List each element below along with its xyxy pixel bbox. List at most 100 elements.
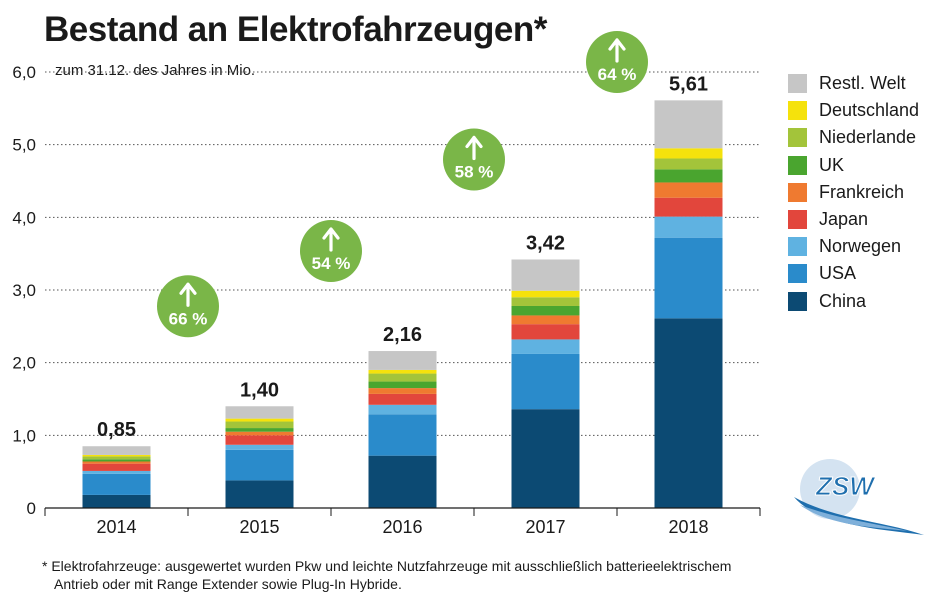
legend-label: Deutschland — [819, 100, 920, 121]
legend-label: China — [819, 290, 867, 311]
x-axis-ticks: 2014 2015 2016 2017 2018 — [96, 517, 708, 537]
x-tick-label: 2018 — [668, 517, 708, 537]
legend-item: USA — [788, 260, 919, 287]
total-label: 3,42 — [526, 232, 565, 254]
legend-item: Norwegen — [788, 233, 919, 260]
bar-segment-deutschland-2018 — [654, 148, 723, 159]
bar-segment-niederlande-2015 — [225, 421, 294, 429]
legend-swatch — [788, 237, 807, 257]
legend-label: UK — [819, 154, 845, 175]
y-tick-label: 3,0 — [12, 281, 36, 300]
growth-badge: 66 % — [157, 275, 219, 338]
legend-label: Restl. Welt — [819, 73, 906, 94]
bar-segment-deutschland-2016 — [368, 369, 437, 374]
bar-segment-restl-welt-2017 — [511, 259, 580, 291]
bar-segment-restl-welt-2014 — [82, 446, 151, 455]
logo-globe — [800, 459, 860, 519]
bar-segment-usa-2016 — [368, 414, 437, 456]
bar-segment-china-2017 — [511, 409, 580, 508]
x-axis — [44, 507, 761, 516]
chart-subtitle: zum 31.12. des Jahres in Mio. — [55, 62, 256, 79]
legend-label: Norwegen — [819, 236, 902, 257]
growth-badges: 66 % 54 % 58 % 64 % — [157, 31, 648, 338]
bar-segment-frankreich-2018 — [654, 182, 723, 198]
bar-segment-norwegen-2014 — [82, 470, 151, 474]
bar-segment-usa-2014 — [82, 473, 151, 495]
growth-badge: 54 % — [300, 220, 362, 283]
bar-segment-restl-welt-2015 — [225, 406, 294, 419]
logo-text: ZSW — [815, 471, 876, 501]
bar-segment-norwegen-2016 — [368, 404, 437, 415]
y-tick-label: 5,0 — [12, 136, 36, 155]
x-tick-label: 2015 — [239, 517, 279, 537]
bar-segment-restl-welt-2018 — [654, 100, 723, 149]
bar-segment-usa-2018 — [654, 237, 723, 319]
legend-item: Restl. Welt — [788, 70, 919, 97]
bar-segment-japan-2015 — [225, 435, 294, 445]
bar-segment-norwegen-2015 — [225, 444, 294, 450]
bar-segment-uk-2018 — [654, 169, 723, 183]
y-axis-ticks: 0 1,0 2,0 3,0 4,0 5,0 6,0 — [12, 63, 36, 518]
bar-segment-japan-2016 — [368, 393, 437, 405]
footnote: * Elektrofahrzeuge: ausgewertet wurden P… — [42, 557, 731, 593]
legend-swatch — [788, 101, 807, 121]
growth-label: 58 % — [455, 162, 494, 181]
y-tick-label: 1,0 — [12, 426, 36, 445]
bar-segment-restl-welt-2016 — [368, 351, 437, 370]
legend-label: USA — [819, 263, 857, 284]
bar-segment-niederlande-2016 — [368, 373, 437, 382]
bar-segment-niederlande-2014 — [82, 456, 151, 460]
legend-item: Niederlande — [788, 124, 919, 151]
bar-segment-deutschland-2015 — [225, 418, 294, 422]
total-label: 0,85 — [97, 419, 136, 441]
chart-title: Bestand an Elektrofahrzeugen* — [44, 10, 547, 49]
x-tick-label: 2016 — [382, 517, 422, 537]
total-label: 1,40 — [240, 379, 279, 401]
bar-segment-uk-2016 — [368, 381, 437, 389]
bar-segment-frankreich-2016 — [368, 388, 437, 394]
arrow-up-icon — [179, 282, 197, 307]
legend-item: China — [788, 288, 919, 315]
bar-segment-norwegen-2017 — [511, 339, 580, 354]
legend-item: Japan — [788, 206, 919, 233]
bar-segment-usa-2017 — [511, 353, 580, 410]
bar-segment-japan-2017 — [511, 324, 580, 340]
arrow-up-icon — [322, 227, 340, 252]
footnote-line-1: * Elektrofahrzeuge: ausgewertet wurden P… — [42, 558, 732, 574]
legend-label: Niederlande — [819, 127, 917, 148]
x-tick-label: 2014 — [96, 517, 136, 537]
legend-swatch — [788, 182, 807, 202]
legend-swatch — [788, 74, 807, 94]
bar-segment-niederlande-2017 — [511, 297, 580, 306]
growth-label: 54 % — [312, 254, 351, 273]
bar-segment-uk-2015 — [225, 428, 294, 432]
logo-swoosh — [794, 497, 924, 535]
growth-badge: 58 % — [443, 128, 505, 191]
bar-segment-china-2016 — [368, 455, 437, 508]
arrow-up-icon — [465, 135, 483, 161]
bar-segment-deutschland-2017 — [511, 290, 580, 298]
legend: Restl. Welt Deutschland Niederlande UK Frank… — [788, 70, 919, 315]
bar-segment-uk-2017 — [511, 305, 580, 316]
legend-item: UK — [788, 152, 919, 179]
bar-segment-china-2018 — [654, 318, 723, 508]
bar-segment-uk-2014 — [82, 459, 151, 462]
legend-item: Deutschland — [788, 97, 919, 124]
growth-badge: 64 % — [586, 31, 648, 93]
bar-segment-frankreich-2014 — [82, 461, 151, 464]
legend-swatch — [788, 291, 807, 311]
bars — [82, 100, 723, 508]
legend-label: Frankreich — [819, 181, 905, 202]
total-label: 2,16 — [383, 324, 422, 346]
bar-segment-japan-2014 — [82, 463, 151, 471]
legend-swatch — [788, 264, 807, 284]
zsw-logo: ZSW — [794, 459, 924, 535]
y-tick-label: 4,0 — [12, 208, 36, 227]
x-tick-label: 2017 — [525, 517, 565, 537]
y-tick-label: 2,0 — [12, 354, 36, 373]
growth-label: 66 % — [169, 309, 208, 328]
legend-item: Frankreich — [788, 179, 919, 206]
legend-label: Japan — [819, 209, 869, 230]
bar-segment-japan-2018 — [654, 197, 723, 217]
